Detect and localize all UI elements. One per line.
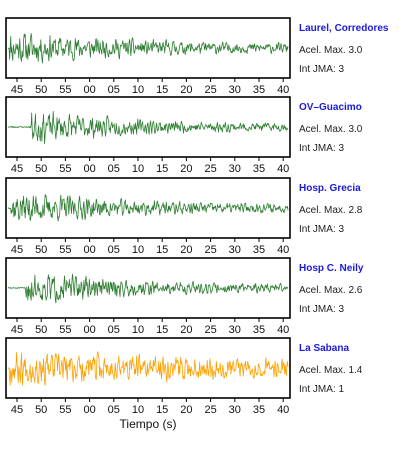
x-tick-label: 40 <box>277 404 289 416</box>
x-tick-label: 35 <box>253 163 265 175</box>
x-tick-label: 30 <box>229 163 241 175</box>
x-tick-label: 30 <box>229 84 241 96</box>
x-tick-label: 45 <box>11 84 23 96</box>
x-tick-label: 05 <box>108 244 120 256</box>
x-tick-label: 45 <box>11 244 23 256</box>
x-tick-label: 20 <box>180 84 192 96</box>
x-tick-label: 20 <box>180 324 192 336</box>
x-tick-label: 35 <box>253 84 265 96</box>
x-tick-label: 15 <box>156 404 168 416</box>
seismogram-panel: 45 50 55 00 05 10 15 20 25 30 35 40 La Sabana Acel. M… <box>5 337 363 416</box>
peak-acceleration: Acel. Max. 3.0 <box>299 45 363 56</box>
x-axis-label: Tiempo (s) <box>120 417 177 431</box>
x-tick-label: 10 <box>132 163 144 175</box>
x-tick-label: 15 <box>156 84 168 96</box>
x-tick-label: 45 <box>11 404 23 416</box>
x-tick-label: 40 <box>277 163 289 175</box>
x-tick-label: 05 <box>108 163 120 175</box>
peak-acceleration: Acel. Max. 2.6 <box>299 285 363 296</box>
jma-intensity: Int JMA: 1 <box>299 384 344 395</box>
station-name: Hosp C. Neily <box>299 263 364 274</box>
jma-intensity: Int JMA: 3 <box>299 224 344 235</box>
x-tick-label: 15 <box>156 244 168 256</box>
x-tick-label: 35 <box>253 404 265 416</box>
x-tick-label: 50 <box>35 244 47 256</box>
peak-acceleration: Acel. Max. 2.8 <box>299 205 363 216</box>
x-tick-label: 00 <box>83 84 95 96</box>
x-tick-label: 00 <box>83 324 95 336</box>
x-tick-label: 25 <box>204 244 216 256</box>
station-name: Hosp. Grecia <box>299 183 361 194</box>
x-tick-label: 50 <box>35 324 47 336</box>
x-tick-label: 50 <box>35 84 47 96</box>
seismogram-panels: 45 50 55 00 05 10 15 20 25 30 35 40 Laurel, Corredor… <box>5 17 389 416</box>
station-name: OV–Guacimo <box>299 102 362 113</box>
x-tick-label: 50 <box>35 404 47 416</box>
x-tick-label: 55 <box>59 244 71 256</box>
x-tick-label: 45 <box>11 163 23 175</box>
x-tick-label: 10 <box>132 84 144 96</box>
x-tick-label: 20 <box>180 163 192 175</box>
x-tick-label: 10 <box>132 404 144 416</box>
x-tick-label: 45 <box>11 324 23 336</box>
jma-intensity: Int JMA: 3 <box>299 64 344 75</box>
peak-acceleration: Acel. Max. 3.0 <box>299 124 363 135</box>
x-tick-label: 10 <box>132 324 144 336</box>
seismogram-panel: 45 50 55 00 05 10 15 20 25 30 35 40 OV–Guacimo Acel. … <box>5 96 363 175</box>
x-tick-label: 15 <box>156 324 168 336</box>
x-tick-label: 00 <box>83 163 95 175</box>
station-name: Laurel, Corredores <box>299 23 389 34</box>
x-tick-label: 05 <box>108 404 120 416</box>
panel-frame <box>5 337 291 399</box>
peak-acceleration: Acel. Max. 1.4 <box>299 365 363 376</box>
x-tick-label: 50 <box>35 163 47 175</box>
x-tick-label: 00 <box>83 244 95 256</box>
panel-frame <box>5 17 291 79</box>
seismogram-panel: 45 50 55 00 05 10 15 20 25 30 35 40 Hosp. Grecia Acel… <box>5 177 363 256</box>
seismogram-trace <box>7 194 289 222</box>
x-tick-label: 20 <box>180 404 192 416</box>
x-tick-label: 55 <box>59 163 71 175</box>
x-tick-label: 20 <box>180 244 192 256</box>
x-tick-label: 40 <box>277 244 289 256</box>
x-tick-label: 35 <box>253 244 265 256</box>
x-tick-label: 30 <box>229 324 241 336</box>
x-tick-label: 25 <box>204 404 216 416</box>
x-tick-label: 25 <box>204 324 216 336</box>
x-tick-label: 55 <box>59 404 71 416</box>
x-tick-label: 05 <box>108 84 120 96</box>
x-tick-label: 15 <box>156 163 168 175</box>
x-tick-label: 05 <box>108 324 120 336</box>
jma-intensity: Int JMA: 3 <box>299 304 344 315</box>
seismogram-trace <box>7 111 289 145</box>
panel-frame <box>5 177 291 239</box>
seismogram-trace <box>7 273 289 304</box>
x-tick-label: 10 <box>132 244 144 256</box>
seismogram-trace <box>7 351 289 386</box>
seismogram-panel: 45 50 55 00 05 10 15 20 25 30 35 40 Laurel, Corredor… <box>5 17 389 96</box>
x-tick-label: 40 <box>277 84 289 96</box>
x-tick-label: 55 <box>59 84 71 96</box>
x-tick-label: 30 <box>229 404 241 416</box>
station-name: La Sabana <box>299 343 349 354</box>
x-tick-label: 00 <box>83 404 95 416</box>
seismogram-panel: 45 50 55 00 05 10 15 20 25 30 35 40 Hosp C. Neily Ace… <box>5 257 364 336</box>
jma-intensity: Int JMA: 3 <box>299 143 344 154</box>
x-tick-label: 30 <box>229 244 241 256</box>
seismogram-trace <box>8 33 289 64</box>
x-tick-label: 25 <box>204 163 216 175</box>
x-tick-label: 25 <box>204 84 216 96</box>
x-tick-label: 35 <box>253 324 265 336</box>
panel-frame <box>5 257 291 319</box>
panel-frame <box>5 96 291 158</box>
x-tick-label: 55 <box>59 324 71 336</box>
x-tick-label: 40 <box>277 324 289 336</box>
